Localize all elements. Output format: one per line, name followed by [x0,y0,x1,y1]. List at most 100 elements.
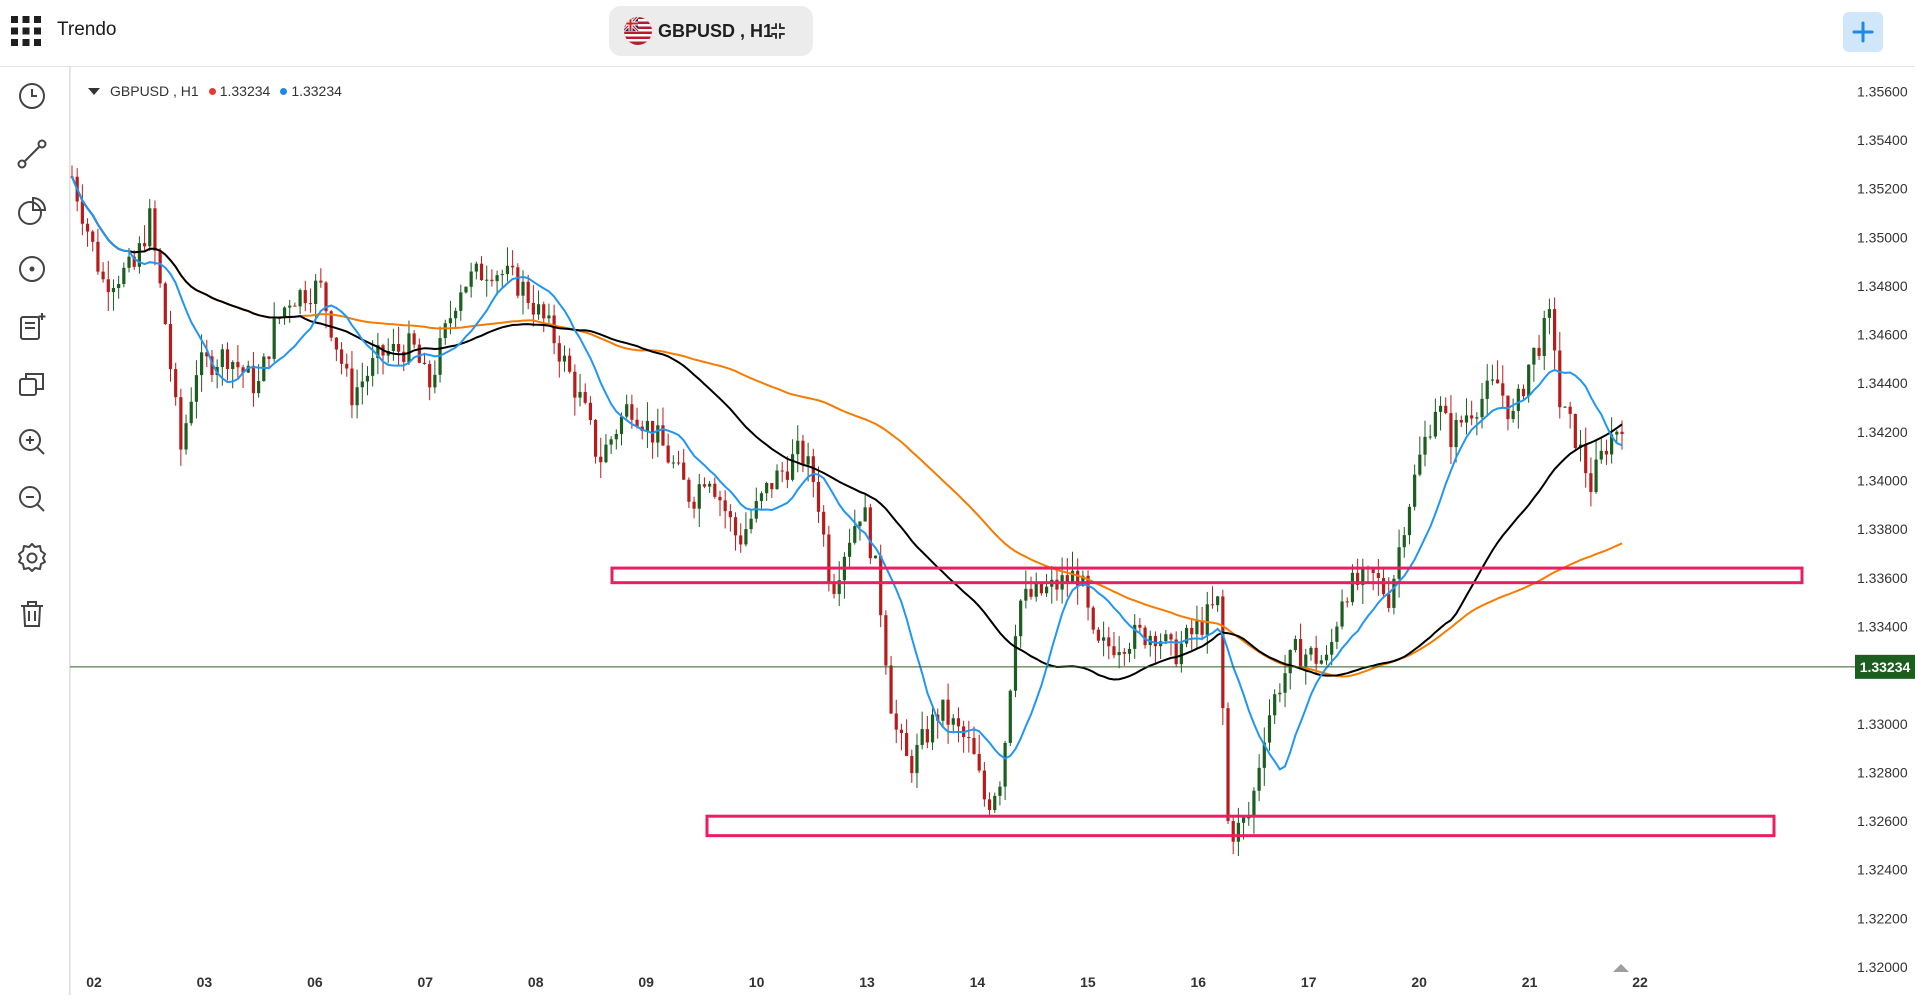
candle-body [433,374,437,388]
chart-area[interactable]: 1.35600 1.35400 1.35200 1.35000 1.34800 1.346… [69,67,1915,995]
candle-body [1070,570,1075,583]
collapse-icon[interactable] [769,22,787,40]
candle-body [666,445,670,463]
candle-body [1413,474,1417,507]
candle-body [137,243,141,267]
price-chart[interactable]: 1.35600 1.35400 1.35200 1.35000 1.34800 1.346… [69,67,1915,995]
candle-body [780,470,784,472]
candle-body [80,201,84,224]
x-tick-label: 15 [1080,974,1096,990]
candle-body [1495,379,1500,384]
ask-dot-icon [280,87,288,95]
notes-icon[interactable] [15,310,49,344]
caret-down-icon[interactable] [88,87,100,95]
candle-body [578,391,582,398]
candle-body [231,362,235,369]
chart-legend[interactable]: GBPUSD , H1 1.33234 1.33234 [88,83,342,99]
candle-body [1288,649,1292,674]
candle-body [972,738,976,754]
candle-body [1024,588,1028,601]
x-tick-label: 02 [86,974,102,990]
candle-body [168,324,173,370]
top-bar: Trendo GBPUSD , H1 [0,0,1915,67]
candle-body [1350,572,1355,603]
y-tick-label: 1.34400 [1857,375,1908,391]
candle-body [1376,573,1380,579]
support-zone[interactable] [705,814,1776,838]
candle-body [469,271,473,287]
candle-body [749,518,753,530]
zoom-out-icon[interactable] [15,482,49,516]
candle-body [371,358,375,376]
candle-body [1475,417,1479,419]
candle-body [1195,621,1199,635]
clock-icon[interactable] [15,79,49,113]
target-icon[interactable] [15,252,49,286]
candle-body [827,534,831,585]
candle-body [557,343,561,362]
candle-body [785,471,789,480]
candle-body [1039,582,1043,594]
candle-body [1620,431,1624,434]
y-tick-label: 1.34000 [1857,473,1908,489]
candle-body [1464,415,1469,423]
candle-body [1594,459,1598,493]
bid-dot-icon [208,87,216,95]
candle-body [552,315,556,344]
y-tick-label: 1.35400 [1857,132,1908,148]
candle-body [485,279,489,281]
candle-body [905,733,909,756]
candle-body [993,795,997,810]
candle-body [873,555,878,559]
y-tick-label: 1.35600 [1857,83,1908,99]
candle-body [1257,767,1261,791]
candle-body [1573,413,1577,448]
settings-icon[interactable] [15,540,49,574]
candle-body [1553,309,1557,351]
resistance-zone[interactable] [610,566,1804,585]
candle-body [619,416,624,435]
candle-body [505,265,510,275]
candle-body [1428,436,1432,438]
candle-body [910,755,914,774]
candle-body [1558,350,1562,408]
candle-body [1444,405,1448,414]
candle-body [443,323,447,339]
candle-body [1013,636,1018,691]
candle-body [1029,588,1033,597]
candle-body [1418,454,1422,475]
candle-body [562,355,567,362]
candle-body [1470,415,1474,419]
y-tick-label: 1.35200 [1857,181,1908,197]
candle-body [324,282,328,312]
zoom-in-icon[interactable] [15,425,49,459]
scroll-marker-icon[interactable] [1613,964,1629,972]
trendline-icon[interactable] [15,137,49,171]
candle-body [542,304,546,319]
copy-icon[interactable] [15,367,49,401]
candle-body [1604,450,1609,455]
candle-body [511,265,515,268]
candle-body [625,404,629,417]
symbol-selector[interactable]: GBPUSD , H1 [609,6,813,56]
candle-body [1293,638,1298,650]
candle-body [1454,420,1458,448]
candle-body [1340,601,1344,627]
trash-icon[interactable] [15,597,49,631]
candle-body [257,381,261,394]
candle-body [365,375,370,382]
candle-body [759,493,764,502]
candle-body [796,440,800,455]
candle-body [1107,637,1111,647]
candle-body [210,356,214,375]
candle-body [1184,627,1189,644]
apps-grid-icon[interactable] [10,15,42,47]
add-button[interactable] [1843,12,1883,52]
candle-body [1019,600,1023,637]
candle-body [417,344,421,363]
candle-body [837,580,841,594]
shapes-icon[interactable] [15,194,49,228]
candle-body [1501,383,1505,396]
candle-body [951,718,955,725]
candle-body [1537,347,1541,356]
